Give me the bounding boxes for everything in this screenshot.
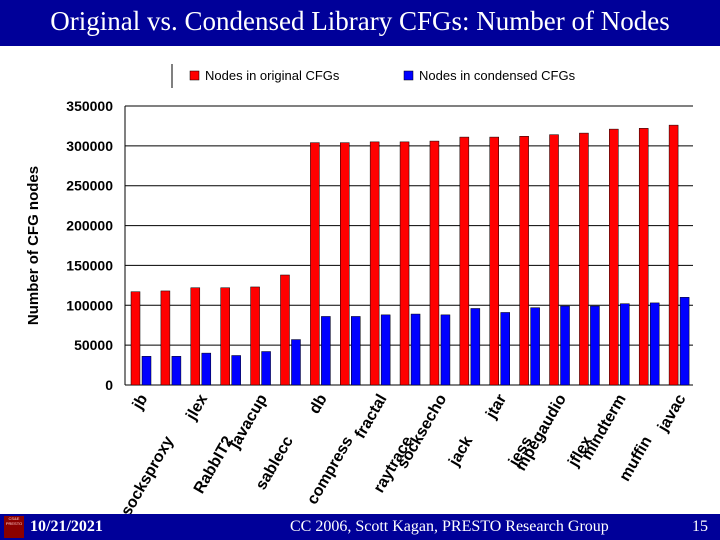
x-tick-label: socksecho bbox=[394, 391, 450, 471]
y-tick-label: 200000 bbox=[66, 218, 113, 234]
legend-label-condensed: Nodes in condensed CFGs bbox=[419, 68, 576, 83]
bar-condensed bbox=[261, 351, 271, 386]
legend-swatch-original bbox=[189, 70, 200, 81]
x-tick-label: sablecc bbox=[253, 433, 297, 492]
bar-condensed bbox=[291, 339, 301, 386]
bar-condensed bbox=[590, 305, 600, 386]
x-tick-label: javacup bbox=[226, 391, 271, 452]
bar-condensed bbox=[679, 297, 690, 386]
bar-condensed bbox=[380, 314, 391, 386]
x-tick-label: mpegaudio bbox=[513, 391, 571, 474]
footer-credit: CC 2006, Scott Kagan, PRESTO Research Gr… bbox=[290, 518, 609, 535]
footer-bar: CS&E PRESTO 10/21/2021 CC 2006, Scott Ka… bbox=[0, 514, 720, 540]
bar-original bbox=[579, 132, 589, 386]
y-tick-label: 50000 bbox=[74, 337, 113, 353]
bar-condensed bbox=[649, 302, 660, 386]
bar-condensed bbox=[440, 314, 451, 386]
bar-condensed bbox=[470, 308, 481, 386]
bar-condensed bbox=[500, 312, 510, 386]
legend-swatch-condensed bbox=[403, 70, 414, 81]
bar-condensed bbox=[351, 316, 361, 386]
bar-original bbox=[609, 128, 619, 386]
bar-original bbox=[399, 141, 410, 386]
y-tick-label: 250000 bbox=[66, 178, 113, 194]
bar-original bbox=[459, 136, 470, 386]
footer-date: 10/21/2021 bbox=[30, 518, 103, 535]
bar-original bbox=[549, 134, 559, 386]
bar-condensed bbox=[321, 316, 331, 386]
bar-condensed bbox=[560, 305, 570, 386]
x-tick-label: db bbox=[306, 391, 331, 417]
university-logo: CS&E PRESTO bbox=[4, 516, 24, 538]
x-tick-label: jb bbox=[129, 391, 151, 413]
bar-condensed bbox=[201, 352, 212, 386]
title-bar: Original vs. Condensed Library CFGs: Num… bbox=[0, 0, 720, 46]
y-tick-label: 100000 bbox=[66, 297, 113, 313]
x-tick-label: jack bbox=[445, 433, 476, 469]
x-tick-label: compress bbox=[304, 433, 357, 507]
y-tick-label: 150000 bbox=[66, 257, 113, 273]
bar-original bbox=[130, 291, 141, 386]
x-tick-label: jlex bbox=[183, 391, 212, 424]
x-tick-label: jtar bbox=[482, 392, 510, 423]
x-tick-label: mindterm bbox=[579, 392, 630, 464]
bar-original bbox=[369, 141, 380, 386]
page-number: 15 bbox=[692, 518, 708, 535]
bar-original bbox=[489, 136, 499, 386]
y-axis-label: Number of CFG nodes bbox=[25, 166, 42, 325]
bar-original bbox=[220, 287, 230, 386]
legend-label-original: Nodes in original CFGs bbox=[205, 68, 340, 83]
y-tick-label: 300000 bbox=[66, 138, 113, 154]
bar-chart: 0 50000 100000 150000 200000 250000 300000 3500… bbox=[25, 64, 693, 514]
y-tick-label: 0 bbox=[105, 377, 113, 393]
bar-condensed bbox=[141, 356, 152, 386]
y-tick-label: 350000 bbox=[66, 98, 113, 114]
bar-original bbox=[310, 142, 320, 386]
bar-original bbox=[250, 286, 260, 386]
bar-original bbox=[668, 124, 679, 386]
bar-original bbox=[160, 290, 171, 386]
x-tick-label: muffin bbox=[616, 434, 655, 485]
bar-condensed bbox=[171, 356, 182, 386]
bar-condensed bbox=[620, 303, 630, 386]
bar-condensed bbox=[410, 313, 421, 386]
bar-original bbox=[519, 136, 529, 386]
slide-title: Original vs. Condensed Library CFGs: Num… bbox=[50, 6, 670, 36]
bar-condensed bbox=[231, 355, 241, 386]
bar-original bbox=[340, 142, 350, 386]
bar-original bbox=[190, 287, 201, 386]
logo-text: CS&E PRESTO bbox=[5, 516, 23, 526]
bar-original bbox=[638, 128, 649, 386]
x-tick-label: socksproxy bbox=[118, 433, 177, 514]
bar-original bbox=[429, 140, 440, 386]
bar-condensed bbox=[530, 307, 540, 386]
x-tick-label: javac bbox=[654, 391, 689, 435]
bar-original bbox=[280, 274, 290, 386]
x-tick-label: fractal bbox=[352, 392, 391, 442]
